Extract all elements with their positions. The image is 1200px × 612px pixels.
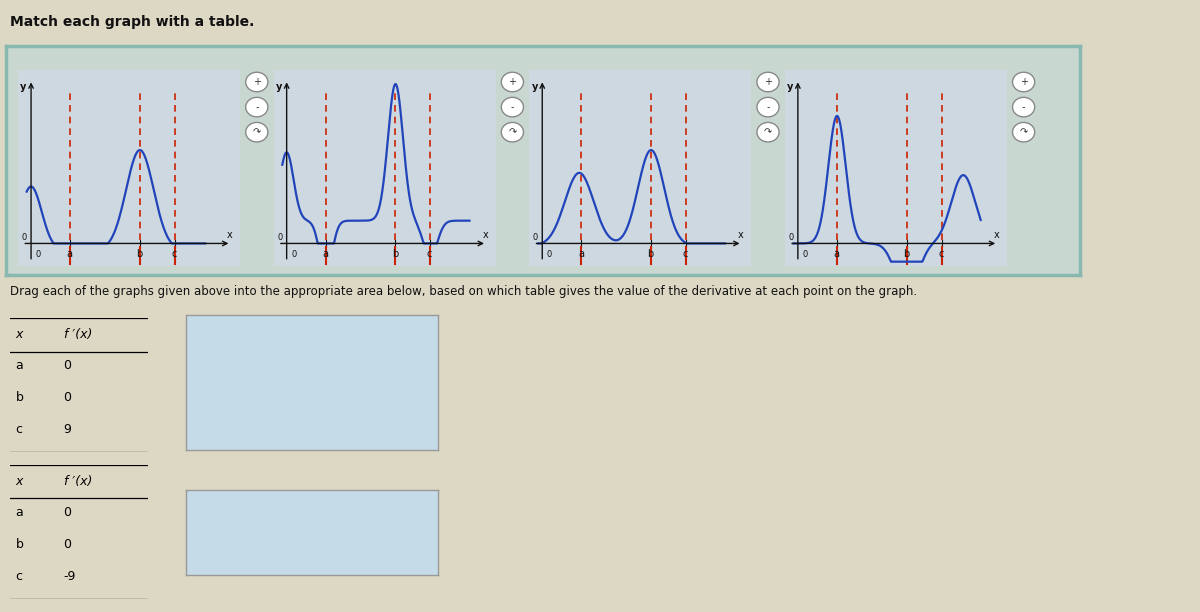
Text: ↷: ↷ bbox=[1020, 127, 1027, 137]
Text: b: b bbox=[904, 249, 910, 259]
Circle shape bbox=[757, 97, 779, 117]
Text: Drag each of the graphs given above into the appropriate area below, based on wh: Drag each of the graphs given above into… bbox=[10, 285, 917, 297]
Text: 0: 0 bbox=[64, 391, 72, 405]
Text: c: c bbox=[16, 570, 23, 583]
Circle shape bbox=[502, 97, 523, 117]
Text: x: x bbox=[994, 230, 1000, 240]
Text: c: c bbox=[683, 249, 688, 259]
Text: b: b bbox=[16, 391, 24, 405]
Circle shape bbox=[757, 72, 779, 92]
Text: c: c bbox=[172, 249, 176, 259]
Text: x: x bbox=[16, 474, 23, 488]
Text: b: b bbox=[137, 249, 143, 259]
Text: +: + bbox=[253, 77, 260, 87]
Text: a: a bbox=[16, 506, 23, 520]
Text: 0: 0 bbox=[22, 233, 26, 242]
Text: -: - bbox=[511, 102, 514, 112]
Text: 9: 9 bbox=[64, 423, 72, 436]
Text: y: y bbox=[20, 82, 26, 92]
Text: a: a bbox=[16, 359, 23, 373]
Text: 0: 0 bbox=[36, 250, 41, 259]
Text: 0: 0 bbox=[292, 250, 296, 259]
Text: 0: 0 bbox=[277, 233, 282, 242]
Circle shape bbox=[502, 122, 523, 142]
Text: f ′(x): f ′(x) bbox=[64, 474, 92, 488]
Text: +: + bbox=[509, 77, 516, 87]
Circle shape bbox=[1013, 72, 1034, 92]
Text: ↷: ↷ bbox=[509, 127, 516, 137]
Text: -: - bbox=[1022, 102, 1025, 112]
Text: x: x bbox=[227, 230, 233, 240]
Circle shape bbox=[1013, 97, 1034, 117]
Text: Match each graph with a table.: Match each graph with a table. bbox=[10, 15, 254, 29]
Circle shape bbox=[246, 97, 268, 117]
Text: -9: -9 bbox=[64, 570, 76, 583]
Text: b: b bbox=[648, 249, 654, 259]
Text: 0: 0 bbox=[64, 359, 72, 373]
Text: +: + bbox=[1020, 77, 1027, 87]
Text: f ′(x): f ′(x) bbox=[64, 327, 92, 341]
Text: a: a bbox=[578, 249, 584, 259]
Text: 0: 0 bbox=[64, 538, 72, 551]
Circle shape bbox=[757, 122, 779, 142]
Text: -: - bbox=[256, 102, 258, 112]
Text: c: c bbox=[427, 249, 432, 259]
Circle shape bbox=[246, 72, 268, 92]
Text: a: a bbox=[323, 249, 329, 259]
Text: ↷: ↷ bbox=[764, 127, 772, 137]
Text: x: x bbox=[482, 230, 488, 240]
Text: b: b bbox=[16, 538, 24, 551]
Text: 0: 0 bbox=[64, 506, 72, 520]
Text: 0: 0 bbox=[803, 250, 808, 259]
Text: c: c bbox=[16, 423, 23, 436]
Circle shape bbox=[246, 122, 268, 142]
Text: y: y bbox=[276, 82, 282, 92]
Text: x: x bbox=[16, 327, 23, 341]
Text: y: y bbox=[787, 82, 793, 92]
Text: y: y bbox=[532, 82, 538, 92]
Text: x: x bbox=[738, 230, 744, 240]
Circle shape bbox=[1013, 122, 1034, 142]
Text: +: + bbox=[764, 77, 772, 87]
Text: b: b bbox=[392, 249, 398, 259]
Text: 0: 0 bbox=[788, 233, 793, 242]
Text: 0: 0 bbox=[547, 250, 552, 259]
Circle shape bbox=[502, 72, 523, 92]
Text: ↷: ↷ bbox=[253, 127, 260, 137]
Text: a: a bbox=[834, 249, 840, 259]
Text: a: a bbox=[67, 249, 73, 259]
Text: 0: 0 bbox=[533, 233, 538, 242]
Text: c: c bbox=[938, 249, 943, 259]
Text: -: - bbox=[767, 102, 769, 112]
